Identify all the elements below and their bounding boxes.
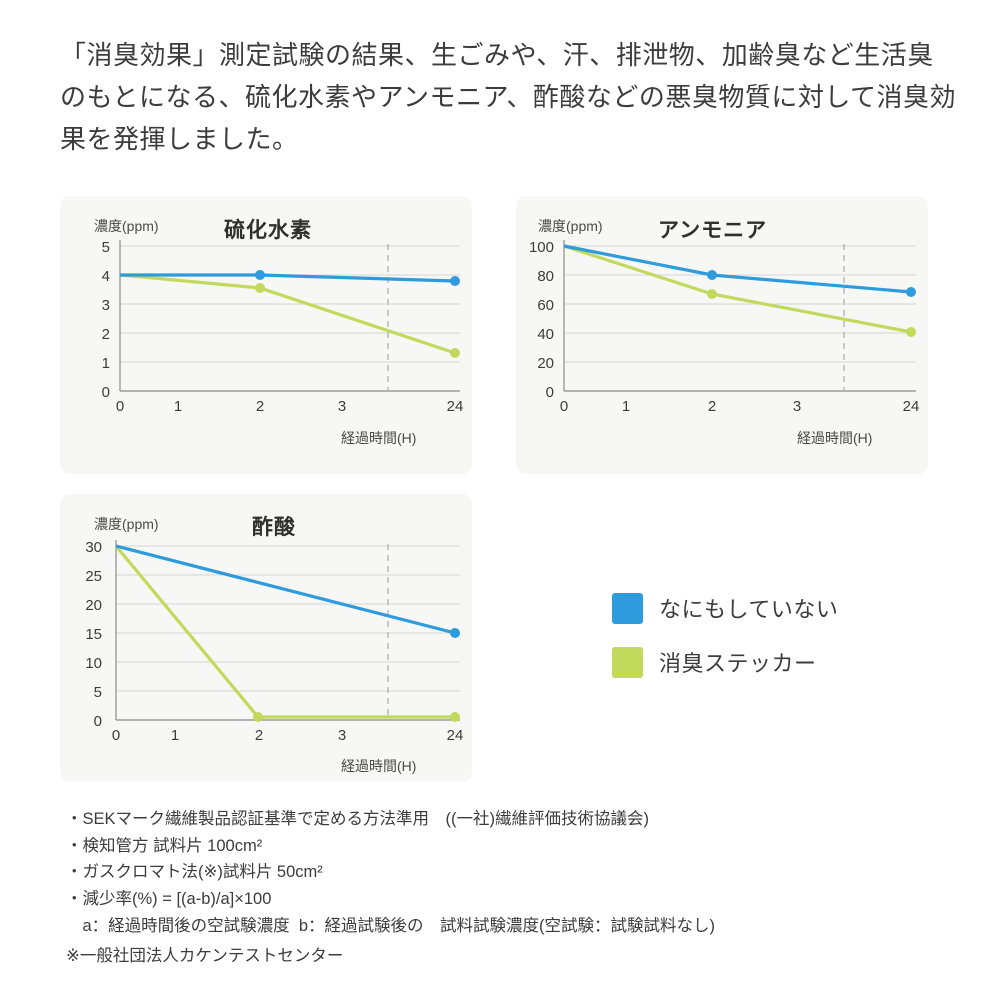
y-tick-label: 60 [537,297,554,314]
x-tick-label: 1 [170,727,180,744]
y-tick-label: 20 [85,597,102,614]
legend-label: 消臭ステッカー [659,651,817,676]
y-tick-label: 5 [101,239,110,256]
x-tick-label: 24 [446,398,464,415]
chart-svg-ammonia [563,240,916,392]
x-axis-label: 経過時間(H) [341,758,417,774]
chart-title-hydrogen-sulfide: 硫化水素 [224,219,312,242]
y-tick-label: 1 [101,355,110,372]
x-tick-label: 24 [446,727,464,744]
y-tick-label: 0 [101,384,110,401]
plot-area-acetic-acid: 30 25 20 15 10 5 0 0 1 2 3 24 [60,494,472,782]
x-tick-label: 0 [111,727,121,744]
x-tick-label: 1 [173,398,183,415]
legend-item-sticker: 消臭ステッカー [612,646,838,678]
y-axis-unit-label: 濃度(ppm) [94,516,159,532]
y-axis-unit-label: 濃度(ppm) [94,218,159,234]
x-tick-label: 3 [792,398,802,415]
x-tick-label: 3 [337,727,347,744]
legend-swatch-icon [612,646,643,678]
footnote-text: ※一般社団法人カケンテストセンター [66,947,344,965]
x-tick-label: 2 [707,398,717,415]
y-tick-label: 10 [85,655,102,672]
x-tick-label: 1 [621,398,631,415]
note-line: ・検知管方 試料片 100cm² [66,836,263,855]
chart-panel-acetic-acid: 濃度(ppm) 酢酸 30 25 20 15 10 5 0 0 1 [60,494,472,782]
chart-panel-hydrogen-sulfide: 濃度(ppm) 硫化水素 5 4 3 2 1 0 [60,196,472,474]
y-tick-label: 25 [85,568,102,585]
chart-panel-ammonia: 濃度(ppm) アンモニア 100 80 60 40 20 0 0 1 [516,196,928,474]
note-line: ・SEKマーク繊維製品認証基準で定める方法準用 ((一社)繊維評価技術協議会) [66,810,649,828]
y-tick-label: 0 [545,384,554,401]
legend-swatch-icon [612,592,643,624]
y-tick-label: 4 [101,268,110,285]
y-tick-label: 2 [101,326,110,343]
chart-svg-hydrogen-sulfide [119,240,460,392]
legend-item-untreated: なにもしていない [612,592,838,624]
y-axis-unit-label: 濃度(ppm) [538,218,603,234]
plot-area-hydrogen-sulfide: 5 4 3 2 1 0 0 1 2 [60,196,472,474]
x-tick-label: 2 [255,398,265,415]
note-line: ・減少率(%) = [(a-b)/a]×100 [66,890,272,909]
intro-text: 「消臭効果」測定試験の結果、生ごみや、汗、排泄物、加齢臭など生活臭のもとになる、… [60,40,957,155]
x-tick-label: 24 [902,398,920,415]
y-tick-label: 40 [537,326,554,343]
chart-legend: なにもしていない 消臭ステッカー [612,592,838,700]
note-line: a：経過時間後の空試験濃度 b：経過試験後の 試料試験濃度(空試験：試験試料なし… [66,916,716,935]
x-axis-label: 経過時間(H) [341,430,417,446]
y-tick-label: 100 [528,239,554,256]
chart-title-ammonia: アンモニア [658,219,768,242]
y-tick-label: 15 [85,626,102,643]
y-tick-label: 0 [93,713,102,730]
chart-svg-acetic-acid [114,540,460,722]
x-tick-label: 0 [559,398,569,415]
x-axis-label: 経過時間(H) [797,430,873,446]
y-tick-label: 30 [85,539,102,556]
y-tick-label: 20 [537,355,554,372]
y-tick-label: 3 [101,297,110,314]
y-tick-label: 80 [537,268,554,285]
y-tick-label: 5 [93,684,102,701]
x-tick-label: 2 [254,727,264,744]
legend-label: なにもしていない [659,597,839,622]
note-line: ・ガスクロマト法(※)試料片 50cm² [66,863,323,882]
x-tick-label: 3 [337,398,347,415]
chart-title-acetic-acid: 酢酸 [252,516,296,539]
plot-area-ammonia: 100 80 60 40 20 0 0 1 2 3 24 [516,196,928,474]
methodology-notes: ・SEKマーク繊維製品認証基準で定める方法準用 ((一社)繊維評価技術協議会) … [66,806,715,940]
x-tick-label: 0 [115,398,125,415]
